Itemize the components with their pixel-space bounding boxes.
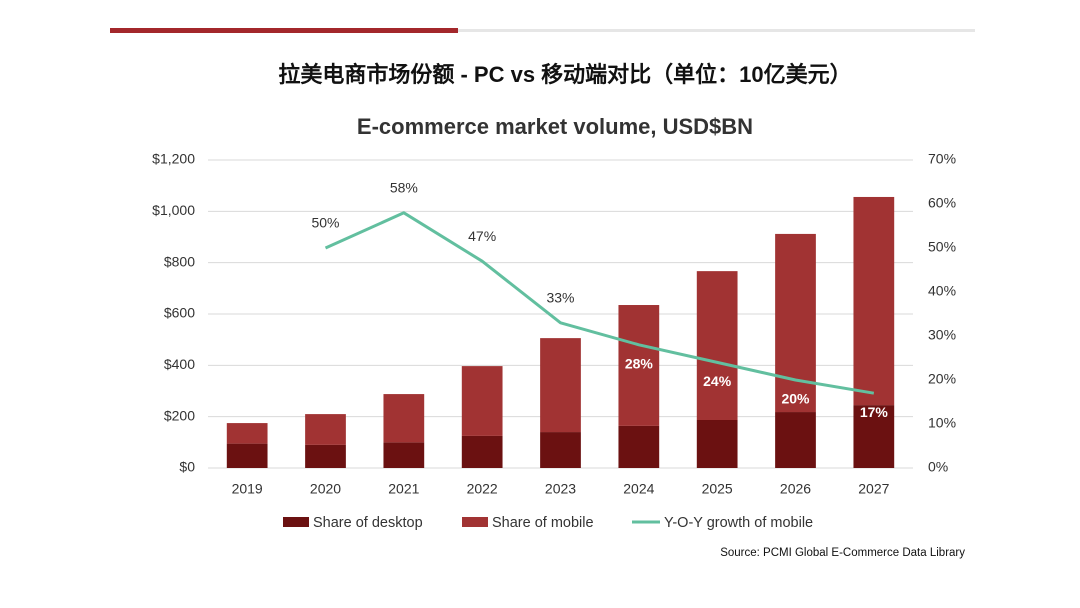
bar [775, 412, 816, 468]
y2-tick-label: 50% [928, 239, 956, 255]
data-label: 33% [546, 290, 574, 306]
y2-tick-label: 30% [928, 327, 956, 343]
bar [775, 233, 816, 413]
bar [305, 444, 346, 468]
data-label: 20% [781, 391, 810, 407]
y2-tick-label: 10% [928, 415, 956, 431]
bar [305, 414, 346, 445]
bar [853, 196, 895, 406]
decor-bar [110, 28, 458, 33]
y2-tick-label: 70% [928, 151, 956, 167]
y-tick-label: $0 [179, 459, 195, 475]
bar [383, 394, 425, 443]
x-tick-label: 2020 [310, 481, 341, 497]
legend-swatch [283, 517, 309, 527]
x-tick-label: 2025 [702, 481, 733, 497]
data-label: 58% [390, 180, 418, 196]
bar [853, 405, 895, 468]
decor-bar [458, 29, 975, 32]
y2-tick-label: 0% [928, 459, 948, 475]
legend-swatch [462, 517, 488, 527]
y2-tick-label: 40% [928, 283, 956, 299]
data-label: 47% [468, 228, 496, 244]
x-tick-label: 2021 [388, 481, 419, 497]
bar [540, 432, 581, 468]
bar [226, 443, 268, 468]
bar [696, 420, 738, 468]
bar [540, 338, 581, 433]
legend-label: Share of mobile [492, 515, 594, 531]
bar [618, 305, 660, 426]
chart-title: E-commerce market volume, USD$BN [357, 114, 753, 139]
x-tick-label: 2022 [467, 481, 498, 497]
x-tick-label: 2026 [780, 481, 811, 497]
legend-label: Y-O-Y growth of mobile [664, 515, 813, 531]
bar [696, 271, 738, 421]
y-tick-label: $600 [164, 305, 195, 321]
data-label: 28% [625, 356, 654, 372]
bar [461, 366, 503, 436]
x-tick-label: 2024 [623, 481, 654, 497]
y2-tick-label: 20% [928, 371, 956, 387]
heading: 拉美电商市场份额 - PC vs 移动端对比（单位：10亿美元） [278, 62, 851, 87]
line [324, 211, 875, 395]
bar [383, 442, 425, 468]
data-label: 50% [311, 215, 339, 231]
x-tick-label: 2019 [232, 481, 263, 497]
data-label: 17% [860, 404, 889, 420]
data-label: 24% [703, 373, 732, 389]
y-tick-label: $400 [164, 356, 195, 372]
x-tick-label: 2027 [858, 481, 889, 497]
source: Source: PCMI Global E-Commerce Data Libr… [720, 547, 965, 559]
y-tick-label: $200 [164, 407, 195, 423]
y2-tick-label: 60% [928, 195, 956, 211]
y-tick-label: $1,000 [152, 202, 195, 218]
y-tick-label: $800 [164, 253, 195, 269]
y-tick-label: $1,200 [152, 151, 195, 167]
x-tick-label: 2023 [545, 481, 576, 497]
bar [618, 425, 660, 468]
bar [226, 423, 268, 444]
legend-label: Share of desktop [313, 515, 423, 531]
bar [461, 435, 503, 468]
